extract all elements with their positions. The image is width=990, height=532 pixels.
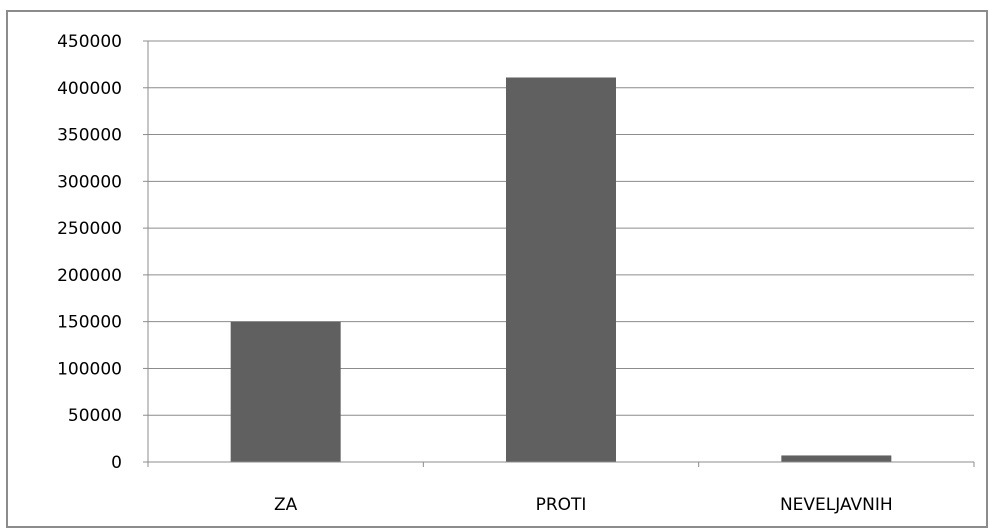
y-tick-label: 50000 xyxy=(68,406,122,426)
y-tick-labels: 0 50000 100000 150000 200000 250000 300000 3500… xyxy=(57,32,122,473)
y-tick-label: 250000 xyxy=(57,219,122,239)
y-tick-label: 400000 xyxy=(57,79,122,99)
axes xyxy=(143,40,975,467)
y-tick-label: 300000 xyxy=(57,172,122,192)
y-tick-label: 150000 xyxy=(57,313,122,333)
y-tick-label: 0 xyxy=(111,453,122,473)
y-tick-label: 200000 xyxy=(57,266,122,286)
x-category-label: PROTI xyxy=(536,495,587,515)
x-category-label: ZA xyxy=(274,495,298,515)
x-category-label: NEVELJAVNIH xyxy=(780,495,893,515)
bar-neveljavnih xyxy=(781,455,892,462)
x-category-labels: ZA PROTI NEVELJAVNIH xyxy=(274,495,893,515)
y-tick-label: 450000 xyxy=(57,32,122,52)
bar-za xyxy=(230,321,341,462)
y-tick-label: 100000 xyxy=(57,359,122,379)
chart-frame xyxy=(6,10,988,528)
bar-proti xyxy=(506,77,616,462)
bars xyxy=(230,77,892,462)
y-tick-label: 350000 xyxy=(57,126,122,146)
